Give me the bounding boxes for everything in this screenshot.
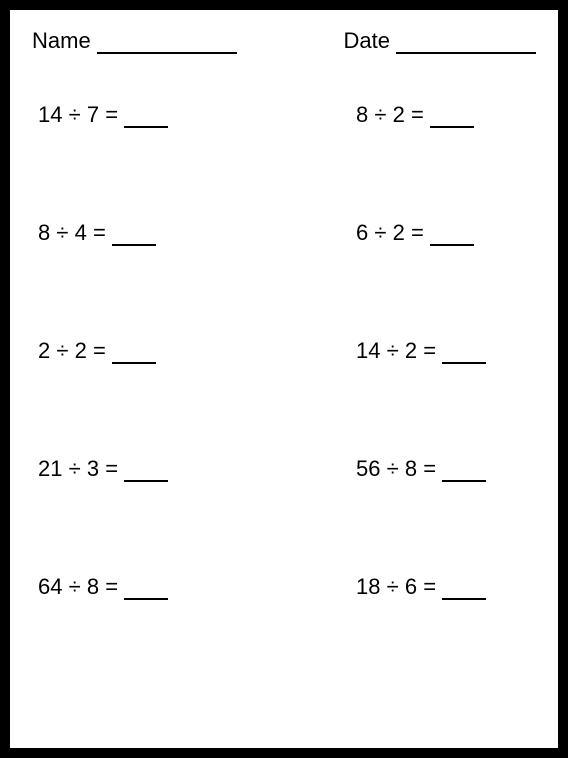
equals-symbol: =	[93, 338, 106, 363]
answer-blank[interactable]	[442, 464, 486, 482]
equals-symbol: =	[423, 574, 436, 599]
name-input-line[interactable]	[97, 34, 237, 54]
divisor: 4	[75, 220, 87, 245]
divisor: 7	[87, 102, 99, 127]
division-symbol: ÷	[69, 456, 81, 481]
problem-expression: 8 ÷ 4 =	[38, 220, 106, 246]
date-input-line[interactable]	[396, 34, 536, 54]
problem-expression: 6 ÷ 2 =	[356, 220, 424, 246]
problem-right-5: 18 ÷ 6 =	[304, 574, 530, 600]
equals-symbol: =	[105, 102, 118, 127]
name-label: Name	[32, 28, 91, 54]
date-field: Date	[344, 28, 536, 54]
date-label: Date	[344, 28, 390, 54]
problem-left-3: 2 ÷ 2 =	[38, 338, 264, 364]
dividend: 14	[356, 338, 380, 363]
dividend: 56	[356, 456, 380, 481]
answer-blank[interactable]	[112, 228, 156, 246]
division-symbol: ÷	[387, 574, 399, 599]
worksheet-page: Name Date 14 ÷ 7 = 8 ÷ 2 =	[0, 0, 568, 758]
problem-expression: 56 ÷ 8 =	[356, 456, 436, 482]
equals-symbol: =	[423, 338, 436, 363]
problem-right-2: 6 ÷ 2 =	[304, 220, 530, 246]
problem-expression: 8 ÷ 2 =	[356, 102, 424, 128]
dividend: 8	[38, 220, 50, 245]
answer-blank[interactable]	[442, 346, 486, 364]
equals-symbol: =	[411, 102, 424, 127]
equals-symbol: =	[93, 220, 106, 245]
divisor: 2	[405, 338, 417, 363]
division-symbol: ÷	[374, 220, 386, 245]
divisor: 2	[75, 338, 87, 363]
worksheet-header: Name Date	[32, 28, 536, 54]
dividend: 6	[356, 220, 368, 245]
name-field: Name	[32, 28, 237, 54]
dividend: 21	[38, 456, 62, 481]
problem-expression: 14 ÷ 2 =	[356, 338, 436, 364]
problems-grid: 14 ÷ 7 = 8 ÷ 2 = 8 ÷ 4 =	[32, 94, 536, 600]
divisor: 8	[405, 456, 417, 481]
dividend: 2	[38, 338, 50, 363]
answer-blank[interactable]	[430, 228, 474, 246]
dividend: 8	[356, 102, 368, 127]
division-symbol: ÷	[387, 338, 399, 363]
equals-symbol: =	[105, 456, 118, 481]
dividend: 14	[38, 102, 62, 127]
answer-blank[interactable]	[124, 464, 168, 482]
problem-expression: 64 ÷ 8 =	[38, 574, 118, 600]
answer-blank[interactable]	[124, 110, 168, 128]
problem-right-4: 56 ÷ 8 =	[304, 456, 530, 482]
problem-left-4: 21 ÷ 3 =	[38, 456, 264, 482]
answer-blank[interactable]	[112, 346, 156, 364]
divisor: 6	[405, 574, 417, 599]
division-symbol: ÷	[374, 102, 386, 127]
division-symbol: ÷	[56, 220, 68, 245]
problem-expression: 2 ÷ 2 =	[38, 338, 106, 364]
divisor: 2	[393, 102, 405, 127]
equals-symbol: =	[423, 456, 436, 481]
dividend: 18	[356, 574, 380, 599]
problem-expression: 14 ÷ 7 =	[38, 102, 118, 128]
equals-symbol: =	[105, 574, 118, 599]
problem-left-2: 8 ÷ 4 =	[38, 220, 264, 246]
equals-symbol: =	[411, 220, 424, 245]
divisor: 8	[87, 574, 99, 599]
divisor: 3	[87, 456, 99, 481]
problem-expression: 21 ÷ 3 =	[38, 456, 118, 482]
problem-right-1: 8 ÷ 2 =	[304, 102, 530, 128]
division-symbol: ÷	[69, 102, 81, 127]
division-symbol: ÷	[56, 338, 68, 363]
answer-blank[interactable]	[124, 582, 168, 600]
problem-expression: 18 ÷ 6 =	[356, 574, 436, 600]
division-symbol: ÷	[387, 456, 399, 481]
answer-blank[interactable]	[442, 582, 486, 600]
division-symbol: ÷	[69, 574, 81, 599]
answer-blank[interactable]	[430, 110, 474, 128]
problem-left-1: 14 ÷ 7 =	[38, 102, 264, 128]
problem-left-5: 64 ÷ 8 =	[38, 574, 264, 600]
problem-right-3: 14 ÷ 2 =	[304, 338, 530, 364]
divisor: 2	[393, 220, 405, 245]
dividend: 64	[38, 574, 62, 599]
